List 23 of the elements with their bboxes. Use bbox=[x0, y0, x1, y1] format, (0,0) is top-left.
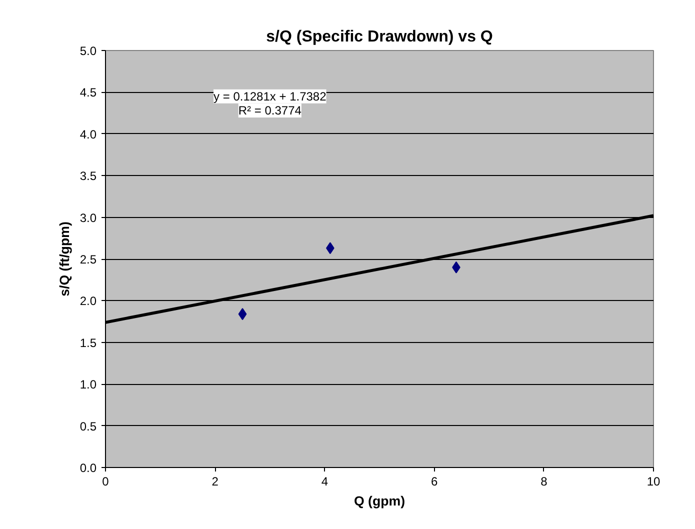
x-tick-label: 6 bbox=[430, 474, 438, 488]
annotation: R² = 0.3774 bbox=[238, 104, 302, 118]
y-tick-label: 2.5 bbox=[80, 252, 97, 266]
y-tick-label: 1.0 bbox=[80, 378, 97, 392]
x-tick-label: 2 bbox=[212, 474, 219, 488]
x-tick-label: 10 bbox=[646, 474, 660, 488]
y-tick-label: 3.5 bbox=[80, 169, 97, 184]
point bbox=[238, 308, 247, 320]
y-tick-label: 1.5 bbox=[80, 336, 97, 350]
y-tick-label: 4.5 bbox=[80, 86, 97, 100]
x-tick-label: 4 bbox=[321, 474, 328, 488]
chart-title: s/Q (Specific Drawdown) vs Q bbox=[266, 28, 493, 46]
y-tick-label: 3.0 bbox=[80, 210, 97, 225]
annotation: y = 0.1281x + 1.7382 bbox=[214, 89, 327, 104]
x-tick-label: 8 bbox=[540, 474, 548, 488]
y-tick-label: 4.0 bbox=[80, 127, 97, 142]
y-tick-label: 2.0 bbox=[80, 294, 97, 308]
y-tick-label: 5.0 bbox=[80, 44, 97, 58]
y-axis-title: s/Q (ft/gpm) bbox=[56, 222, 72, 296]
y-tick-label: 0.5 bbox=[80, 419, 97, 434]
x-axis-title: Q (gpm) bbox=[354, 494, 406, 508]
y-tick-label: 0.0 bbox=[80, 461, 97, 475]
x-tick-label: 0 bbox=[102, 474, 110, 488]
